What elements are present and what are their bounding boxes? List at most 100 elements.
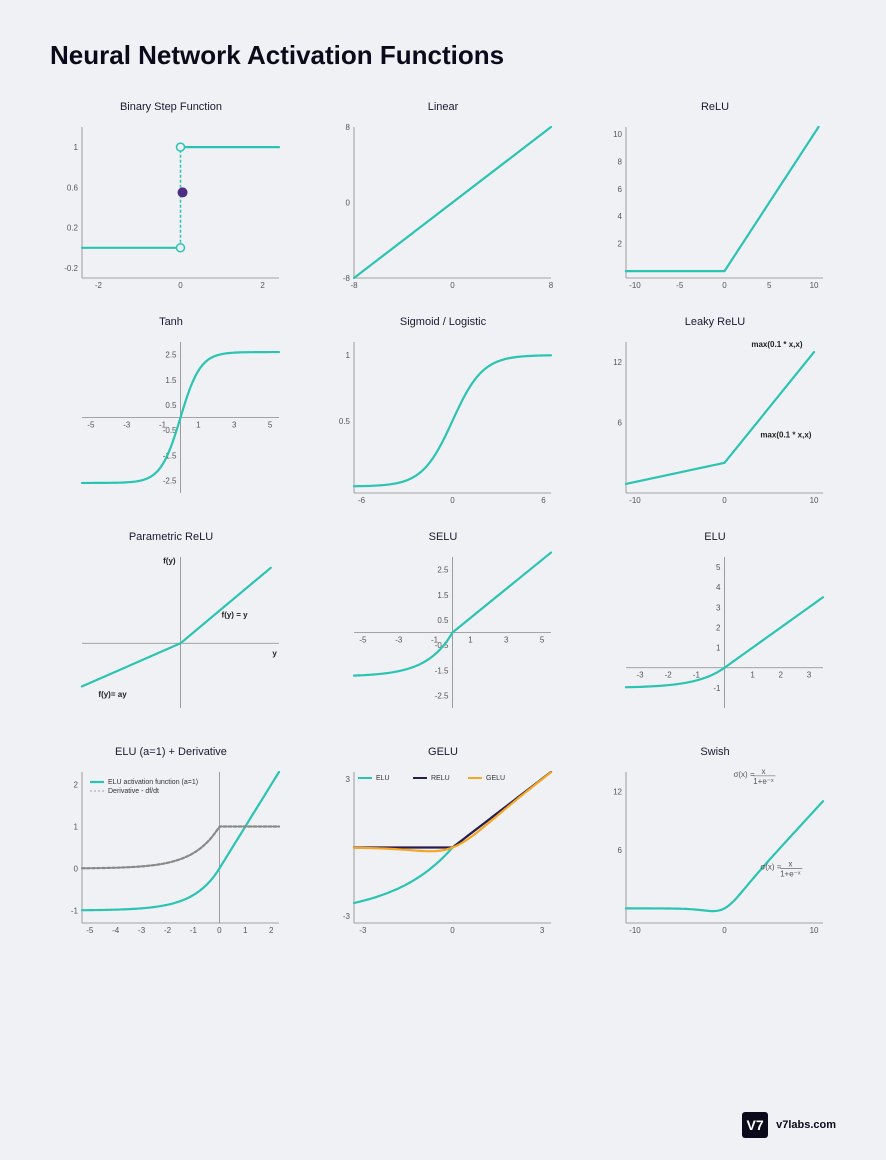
svg-text:6: 6 [617, 419, 622, 428]
chart-title: Swish [700, 746, 729, 758]
chart-title: GELU [428, 746, 458, 758]
svg-text:1: 1 [345, 351, 350, 360]
chart-cell-leaky_relu: Leaky ReLU-10010612max(0.1 * x,x)max(0.1… [594, 316, 836, 511]
svg-text:8: 8 [548, 281, 553, 290]
svg-text:f(y) = y: f(y) = y [221, 610, 248, 619]
svg-text:10: 10 [809, 926, 818, 935]
svg-text:0: 0 [73, 864, 78, 873]
svg-text:0: 0 [178, 281, 183, 290]
chart-leaky_relu: -10010612max(0.1 * x,x)max(0.1 * x,x) [598, 336, 833, 511]
chart-relu: -10-50510246810 [598, 121, 833, 296]
svg-text:ELU: ELU [376, 775, 390, 782]
svg-text:0.6: 0.6 [66, 183, 78, 192]
chart-title: Sigmoid / Logistic [400, 316, 486, 328]
chart-elu: -3-2-1123-112345 [598, 551, 833, 726]
svg-text:6: 6 [617, 185, 622, 194]
svg-text:6: 6 [541, 496, 546, 505]
svg-text:f(y): f(y) [163, 556, 176, 565]
svg-text:0: 0 [450, 926, 455, 935]
svg-text:-0.2: -0.2 [64, 264, 78, 273]
svg-text:-5: -5 [359, 636, 367, 645]
svg-text:-2: -2 [163, 926, 171, 935]
svg-text:1+e⁻ˣ: 1+e⁻ˣ [780, 869, 801, 878]
svg-text:1: 1 [468, 636, 473, 645]
svg-text:1+e⁻ˣ: 1+e⁻ˣ [753, 777, 774, 786]
svg-text:0.2: 0.2 [66, 224, 78, 233]
footer-text: v7labs.com [776, 1119, 836, 1131]
chart-cell-elu_deriv: ELU (a=1) + Derivative-5-4-3-2-1012-1012… [50, 746, 292, 941]
footer: V7 v7labs.com [742, 1112, 836, 1138]
svg-text:1: 1 [716, 644, 721, 653]
svg-text:0: 0 [722, 926, 727, 935]
svg-text:1.5: 1.5 [165, 376, 177, 385]
chart-title: ReLU [701, 101, 729, 113]
svg-text:-8: -8 [342, 274, 350, 283]
chart-gelu: -303-33ELURELUGELU [326, 766, 561, 941]
svg-text:1: 1 [243, 926, 248, 935]
svg-text:1: 1 [196, 421, 201, 430]
svg-text:0: 0 [722, 281, 727, 290]
chart-title: ELU [704, 531, 725, 543]
svg-text:-10: -10 [629, 496, 641, 505]
chart-title: ELU (a=1) + Derivative [115, 746, 227, 758]
svg-text:1.5: 1.5 [437, 591, 449, 600]
chart-cell-gelu: GELU-303-33ELURELUGELU [322, 746, 564, 941]
svg-text:6: 6 [617, 846, 622, 855]
svg-text:-5: -5 [87, 421, 95, 430]
chart-parametric_relu: f(y)f(y) = yyf(y)= ay [54, 551, 289, 726]
svg-text:-2: -2 [664, 671, 672, 680]
svg-text:-5: -5 [676, 281, 684, 290]
chart-sigmoid: -6060.51 [326, 336, 561, 511]
svg-text:8: 8 [345, 123, 350, 132]
svg-text:5: 5 [267, 421, 272, 430]
svg-text:-1.5: -1.5 [434, 666, 448, 675]
svg-text:2: 2 [778, 671, 783, 680]
chart-swish: -10010612σ(x) =x1+e⁻ˣσ(x) =x1+e⁻ˣ [598, 766, 833, 941]
svg-text:2: 2 [716, 623, 721, 632]
svg-text:1: 1 [73, 823, 78, 832]
svg-text:0: 0 [450, 281, 455, 290]
svg-text:max(0.1 * x,x): max(0.1 * x,x) [760, 431, 811, 440]
svg-text:5: 5 [767, 281, 772, 290]
svg-text:4: 4 [617, 212, 622, 221]
chart-cell-relu: ReLU-10-50510246810 [594, 101, 836, 296]
svg-text:0: 0 [722, 496, 727, 505]
svg-text:Derivative - df/dt: Derivative - df/dt [108, 788, 159, 795]
svg-text:σ(x) =: σ(x) = [760, 862, 781, 871]
svg-text:4: 4 [716, 583, 721, 592]
chart-cell-tanh: Tanh-5-3-1135-2.5-1.5-0.50.51.52.5 [50, 316, 292, 511]
chart-cell-selu: SELU-5-3-1135-2.5-1.5-0.50.51.52.5 [322, 531, 564, 726]
svg-text:-3: -3 [359, 926, 367, 935]
svg-text:-2.5: -2.5 [434, 691, 448, 700]
svg-text:-10: -10 [629, 926, 641, 935]
svg-text:-4: -4 [112, 926, 120, 935]
chart-cell-parametric_relu: Parametric ReLUf(y)f(y) = yyf(y)= ay [50, 531, 292, 726]
svg-text:8: 8 [617, 157, 622, 166]
svg-text:3: 3 [232, 421, 237, 430]
svg-text:-10: -10 [629, 281, 641, 290]
svg-text:2: 2 [260, 281, 265, 290]
svg-text:-3: -3 [636, 671, 644, 680]
svg-text:-2: -2 [94, 281, 102, 290]
svg-text:5: 5 [716, 563, 721, 572]
svg-text:2: 2 [617, 240, 622, 249]
svg-text:-3: -3 [342, 912, 350, 921]
svg-text:3: 3 [345, 775, 350, 784]
svg-text:12: 12 [613, 358, 622, 367]
svg-text:0: 0 [450, 496, 455, 505]
svg-text:x: x [761, 767, 765, 776]
chart-linear: -808-808 [326, 121, 561, 296]
svg-text:3: 3 [716, 603, 721, 612]
svg-text:-5: -5 [86, 926, 94, 935]
chart-binary_step: -202-0.20.20.61 [54, 121, 289, 296]
svg-text:2.5: 2.5 [437, 566, 449, 575]
svg-text:-6: -6 [358, 496, 366, 505]
svg-text:RELU: RELU [431, 775, 450, 782]
chart-cell-sigmoid: Sigmoid / Logistic-6060.51 [322, 316, 564, 511]
svg-text:f(y)= ay: f(y)= ay [98, 690, 127, 699]
chart-title: SELU [429, 531, 458, 543]
svg-text:-1: -1 [189, 926, 197, 935]
svg-text:10: 10 [613, 130, 622, 139]
chart-title: Leaky ReLU [685, 316, 746, 328]
svg-text:-2.5: -2.5 [162, 476, 176, 485]
